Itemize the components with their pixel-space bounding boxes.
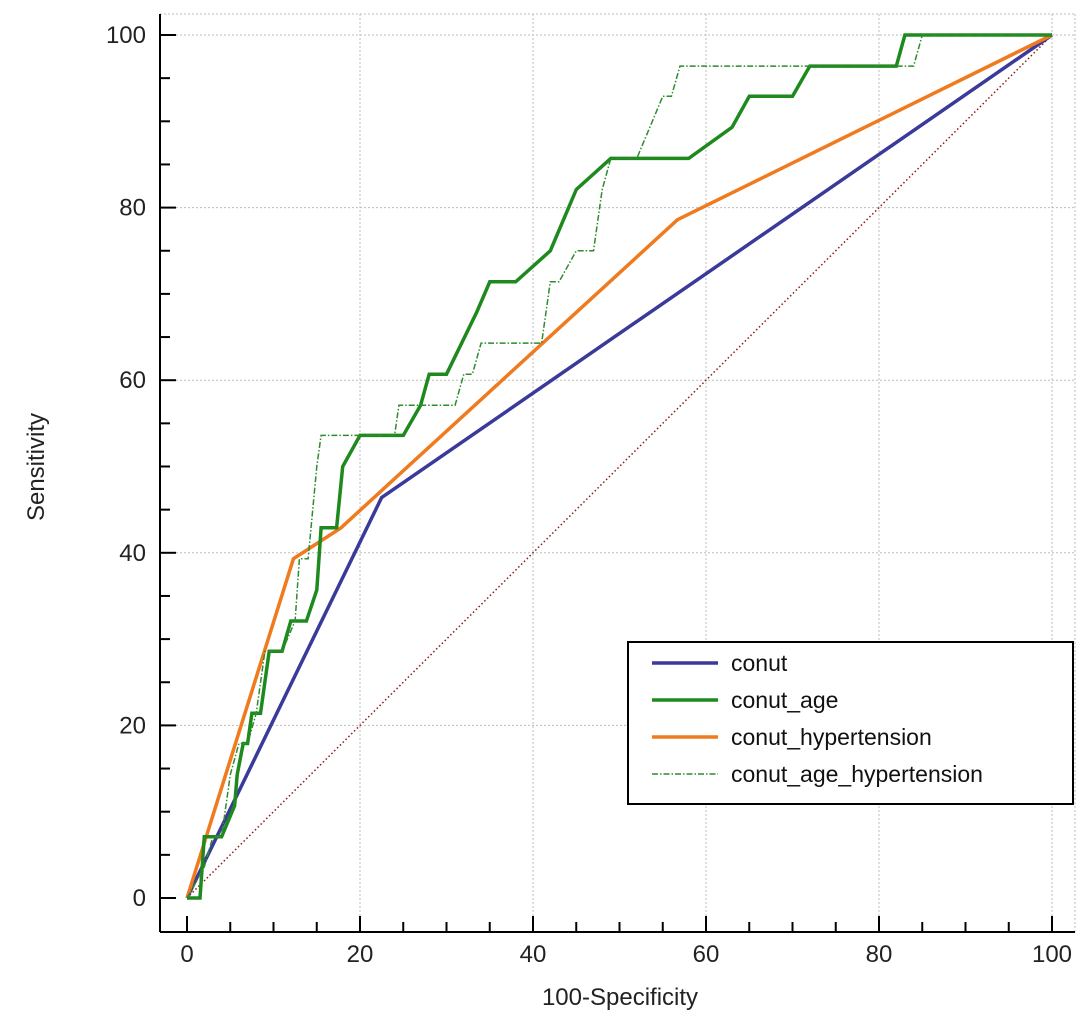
legend-box bbox=[627, 641, 1074, 805]
series-lines bbox=[185, 33, 1053, 900]
y-tick-label: 60 bbox=[119, 367, 146, 394]
series-line-conut bbox=[185, 33, 1053, 899]
gridlines bbox=[160, 13, 1076, 932]
y-tick-label: 100 bbox=[106, 22, 146, 49]
legend-label: conut_hypertension bbox=[731, 724, 932, 750]
x-tick-label: 100 bbox=[1032, 941, 1072, 968]
series-line-conut-age-hypertension bbox=[186, 34, 1052, 899]
legend-label: conut_age_hypertension bbox=[731, 761, 983, 787]
x-tick-label: 20 bbox=[347, 941, 374, 968]
series-line-conut-hypertension bbox=[185, 33, 1053, 899]
y-tick-label: 80 bbox=[119, 195, 146, 222]
y-tick-label: 0 bbox=[133, 885, 146, 912]
x-tick-label: 40 bbox=[520, 941, 547, 968]
y-tick-label: 20 bbox=[119, 712, 146, 739]
legend-label: conut_age bbox=[731, 687, 838, 713]
y-tick-label: 40 bbox=[119, 540, 146, 567]
series-line-conut-age bbox=[187, 33, 1052, 900]
legend: conut conut_age conut_hypertension conut_ag… bbox=[627, 641, 1074, 805]
x-tick-label: 60 bbox=[693, 941, 720, 968]
x-axis-title: 100-Specificity bbox=[542, 984, 698, 1011]
y-axis-title: Sensitivity bbox=[23, 413, 50, 521]
tick-labels: 0 20 40 60 80 100 0 20 40 60 80 100 bbox=[106, 22, 1072, 968]
legend-label: conut bbox=[731, 650, 788, 676]
x-tick-label: 0 bbox=[180, 941, 193, 968]
x-tick-label: 80 bbox=[866, 941, 893, 968]
tick-marks bbox=[160, 34, 1053, 932]
